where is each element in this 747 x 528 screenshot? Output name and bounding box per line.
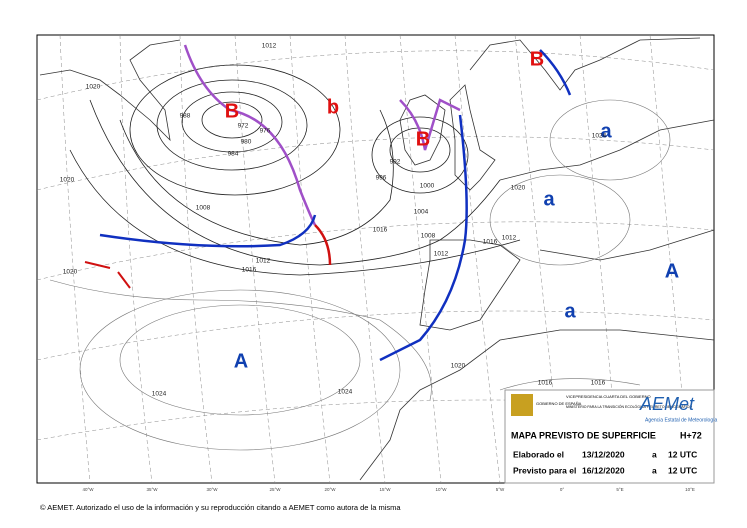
- info-cell: 12 UTC: [668, 465, 697, 475]
- pressure-system: B: [416, 128, 430, 150]
- longitude-label: 10°W: [435, 487, 447, 492]
- isobar-label: 1024: [338, 389, 353, 396]
- isobar-label: 1000: [420, 183, 435, 190]
- longitude-label: 15°W: [379, 487, 391, 492]
- isobar-label: 1016: [483, 239, 498, 246]
- info-cell: 12 UTC: [668, 449, 697, 459]
- pressure-system: b: [327, 96, 339, 118]
- isobar-label: 1020: [60, 177, 75, 184]
- isobar-label: 992: [390, 159, 401, 166]
- isobar-label: 976: [260, 128, 271, 135]
- isobar-label: 1020: [451, 363, 466, 370]
- isobar-label: 972: [238, 123, 249, 130]
- isobars: [49, 64, 671, 451]
- info-cell: 13/12/2020: [582, 449, 625, 459]
- isobar-label: 1024: [592, 133, 607, 140]
- longitude-label: 5°E: [616, 487, 623, 492]
- fronts: [84, 44, 572, 362]
- agency-logo: AEMet: [639, 394, 695, 414]
- pressure-system: B: [225, 100, 239, 122]
- map-title: MAPA PREVISTO DE SUPERFICIE: [511, 430, 656, 440]
- isobar-label: 1008: [421, 233, 436, 240]
- isobar-label: 1016: [373, 227, 388, 234]
- isobar-label: 1012: [434, 251, 449, 258]
- isobar-label: 1016: [538, 380, 553, 387]
- info-box-frame: [504, 389, 715, 484]
- pressure-system: a: [564, 300, 576, 322]
- isobar-label: 1008: [196, 205, 211, 212]
- info-cell: Elaborado el: [513, 449, 564, 459]
- pressure-system: A: [234, 350, 248, 372]
- isobar-label: 1016: [242, 267, 257, 274]
- info-box: GOBIERNO DE ESPAÑA VICEPRESIDENCIA CUART…: [504, 389, 717, 484]
- longitude-label: 20°W: [324, 487, 336, 492]
- isobar-label: 1020: [86, 84, 101, 91]
- longitude-label: 0°: [560, 487, 565, 492]
- isobar-label: 980: [241, 139, 252, 146]
- longitude-label: 35°W: [146, 487, 158, 492]
- pressure-system: B: [530, 48, 544, 70]
- isobar-label: 1020: [63, 269, 78, 276]
- agency: Agencia Estatal de Meteorología: [645, 417, 717, 423]
- pressure-system: a: [600, 120, 612, 142]
- longitude-label: 40°W: [82, 487, 94, 492]
- isobar-label: 1012: [502, 235, 517, 242]
- isobar-label: 1024: [152, 391, 167, 398]
- ministry: MINISTERIO PARA LA TRANSICIÓN ECOLÓGICA …: [566, 404, 692, 409]
- isobar-label: 1016: [591, 380, 606, 387]
- isobar-label: 1020: [511, 185, 526, 192]
- longitude-label: 25°W: [269, 487, 281, 492]
- longitude-label: 10°E: [685, 487, 695, 492]
- info-cell: 16/12/2020: [582, 465, 625, 475]
- info-cell: a: [652, 465, 657, 475]
- longitude-label: 30°W: [206, 487, 218, 492]
- longitude-label: 5°W: [496, 487, 505, 492]
- pressure-system: A: [665, 260, 679, 282]
- isobar-label: 996: [376, 175, 387, 182]
- pressure-system: a: [543, 188, 555, 210]
- government: GOBIERNO DE ESPAÑA: [536, 401, 582, 406]
- isobar-label: 1012: [262, 43, 277, 50]
- vicepresidency: VICEPRESIDENCIA CUARTA DEL GOBIERNO: [566, 394, 651, 399]
- coastlines: [39, 37, 715, 481]
- isobar-label: 984: [228, 151, 239, 158]
- isobar-label: 1004: [414, 209, 429, 216]
- isobar-label: 1012: [256, 258, 271, 265]
- info-cell: Previsto para el: [513, 465, 576, 475]
- coat-of-arms: [511, 394, 533, 416]
- info-cell: a: [652, 449, 657, 459]
- footer: © AEMET. Autorizado el uso de la informa…: [40, 503, 401, 512]
- isobar-label: 988: [180, 113, 191, 120]
- forecast-horizon: H+72: [680, 430, 702, 440]
